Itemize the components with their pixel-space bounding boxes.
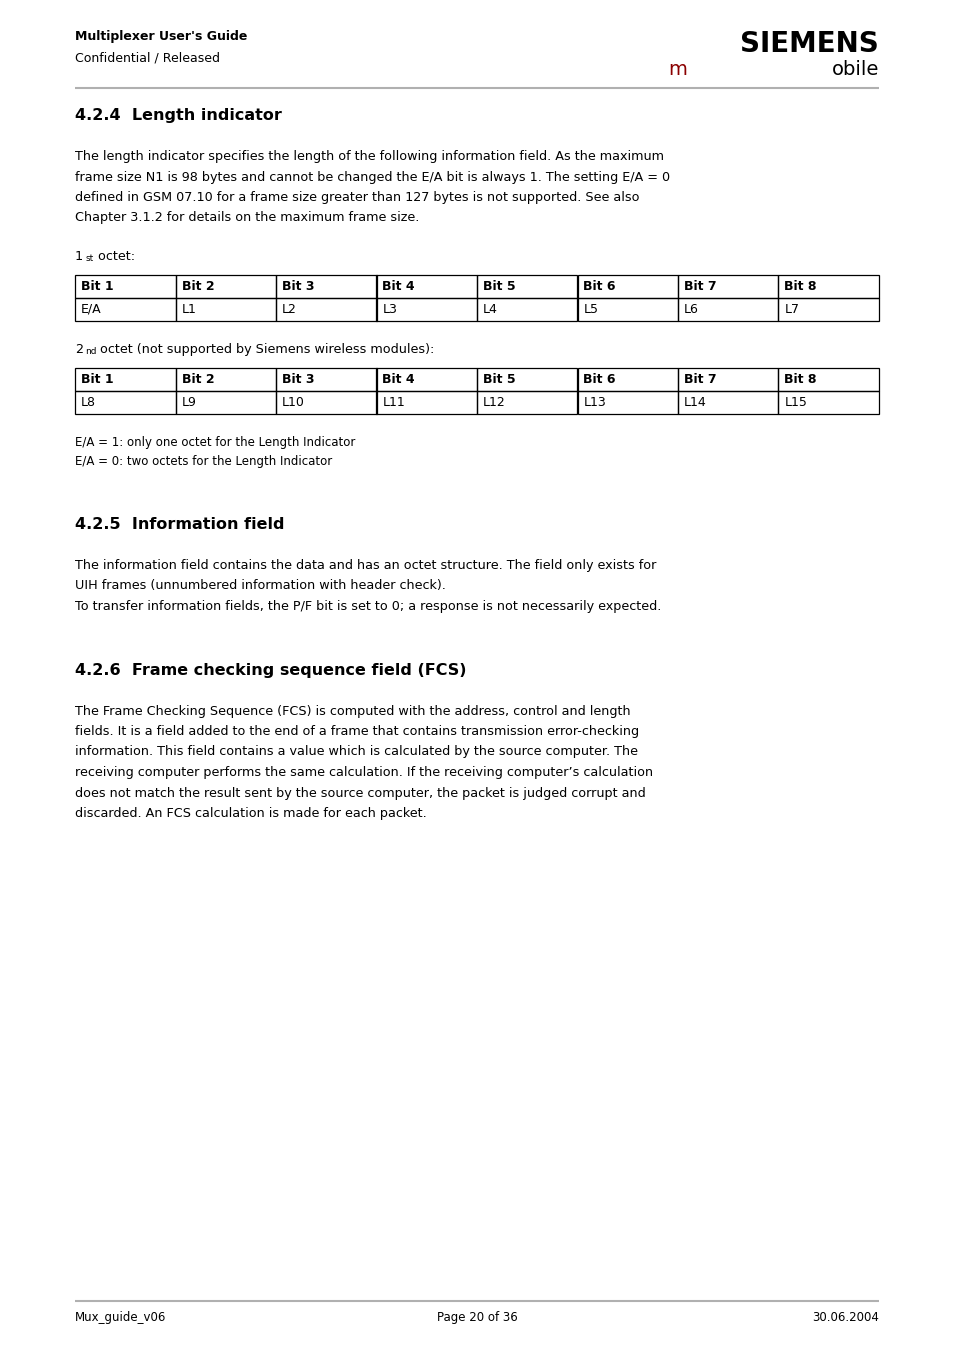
Bar [376,367,476,390]
Bar [678,299,778,322]
Text: fields. It is a field added to the end of a frame that contains transmission err: fields. It is a field added to the end o… [75,725,639,738]
Text: nd: nd [86,347,97,357]
Bar [275,390,376,413]
Text: L3: L3 [382,303,397,316]
Text: L5: L5 [583,303,598,316]
Bar [577,299,678,322]
Bar [75,299,175,322]
Text: L14: L14 [683,396,706,409]
Bar [275,299,376,322]
Bar [678,390,778,413]
Text: frame size N1 is 98 bytes and cannot be changed the E/A bit is always 1. The set: frame size N1 is 98 bytes and cannot be … [75,170,669,184]
Text: 4.2.4  Length indicator: 4.2.4 Length indicator [75,108,281,123]
Text: Bit 1: Bit 1 [81,373,113,386]
Bar [476,299,577,322]
Bar [175,367,275,390]
Text: The length indicator specifies the length of the following information field. As: The length indicator specifies the lengt… [75,150,663,163]
Bar [778,390,878,413]
Bar [175,299,275,322]
Text: Page 20 of 36: Page 20 of 36 [436,1310,517,1324]
Text: Multiplexer User's Guide: Multiplexer User's Guide [75,30,247,43]
Text: Bit 6: Bit 6 [583,280,616,293]
Bar [376,299,476,322]
Text: L15: L15 [783,396,806,409]
Text: L8: L8 [81,396,96,409]
Text: information. This field contains a value which is calculated by the source compu: information. This field contains a value… [75,746,638,758]
Text: Bit 5: Bit 5 [482,280,515,293]
Text: E/A: E/A [81,303,102,316]
Text: L2: L2 [282,303,296,316]
Bar [577,276,678,299]
Bar [75,367,175,390]
Text: 30.06.2004: 30.06.2004 [811,1310,878,1324]
Bar [175,390,275,413]
Text: L9: L9 [181,396,196,409]
Text: octet (not supported by Siemens wireless modules):: octet (not supported by Siemens wireless… [96,343,434,357]
Bar [678,367,778,390]
Text: The information field contains the data and has an octet structure. The field on: The information field contains the data … [75,559,656,571]
Text: does not match the result sent by the source computer, the packet is judged corr: does not match the result sent by the so… [75,786,645,800]
Text: Mux_guide_v06: Mux_guide_v06 [75,1310,166,1324]
Bar [275,276,376,299]
Text: UIH frames (unnumbered information with header check).: UIH frames (unnumbered information with … [75,580,445,593]
Text: L6: L6 [683,303,699,316]
Text: L1: L1 [181,303,196,316]
Text: Chapter 3.1.2 for details on the maximum frame size.: Chapter 3.1.2 for details on the maximum… [75,212,419,224]
Text: 1: 1 [75,250,83,263]
Text: Bit 3: Bit 3 [282,373,314,386]
Text: L10: L10 [282,396,305,409]
Bar [778,367,878,390]
Bar [577,390,678,413]
Bar [175,276,275,299]
Text: L12: L12 [482,396,505,409]
Bar [275,367,376,390]
Text: L11: L11 [382,396,405,409]
Text: Bit 4: Bit 4 [382,280,415,293]
Text: Bit 1: Bit 1 [81,280,113,293]
Bar [678,276,778,299]
Text: Bit 8: Bit 8 [783,373,816,386]
Text: E/A = 0: two octets for the Length Indicator: E/A = 0: two octets for the Length Indic… [75,455,332,469]
Text: 4.2.6  Frame checking sequence field (FCS): 4.2.6 Frame checking sequence field (FCS… [75,662,466,677]
Text: discarded. An FCS calculation is made for each packet.: discarded. An FCS calculation is made fo… [75,807,426,820]
Bar [778,276,878,299]
Text: Bit 5: Bit 5 [482,373,515,386]
Text: obile: obile [831,59,878,78]
Text: Bit 8: Bit 8 [783,280,816,293]
Text: st: st [86,254,93,263]
Text: 2: 2 [75,343,83,357]
Text: Bit 7: Bit 7 [683,373,716,386]
Text: m: m [668,59,687,78]
Text: The Frame Checking Sequence (FCS) is computed with the address, control and leng: The Frame Checking Sequence (FCS) is com… [75,704,630,717]
Bar [75,276,175,299]
Text: Bit 6: Bit 6 [583,373,616,386]
Text: 4.2.5  Information field: 4.2.5 Information field [75,517,284,532]
Bar [778,299,878,322]
Text: To transfer information fields, the P/F bit is set to 0; a response is not neces: To transfer information fields, the P/F … [75,600,660,613]
Bar [577,367,678,390]
Text: octet:: octet: [94,250,135,263]
Text: SIEMENS: SIEMENS [740,30,878,58]
Text: Bit 2: Bit 2 [181,373,213,386]
Bar [476,367,577,390]
Bar [476,276,577,299]
Text: L4: L4 [482,303,497,316]
Text: Bit 4: Bit 4 [382,373,415,386]
Bar [376,276,476,299]
Bar [376,390,476,413]
Bar [476,390,577,413]
Text: Bit 2: Bit 2 [181,280,213,293]
Bar [75,390,175,413]
Text: Bit 7: Bit 7 [683,280,716,293]
Text: receiving computer performs the same calculation. If the receiving computer’s ca: receiving computer performs the same cal… [75,766,653,780]
Text: defined in GSM 07.10 for a frame size greater than 127 bytes is not supported. S: defined in GSM 07.10 for a frame size gr… [75,190,639,204]
Text: L7: L7 [783,303,799,316]
Text: Bit 3: Bit 3 [282,280,314,293]
Text: Confidential / Released: Confidential / Released [75,51,220,63]
Text: E/A = 1: only one octet for the Length Indicator: E/A = 1: only one octet for the Length I… [75,436,355,449]
Text: L13: L13 [583,396,605,409]
